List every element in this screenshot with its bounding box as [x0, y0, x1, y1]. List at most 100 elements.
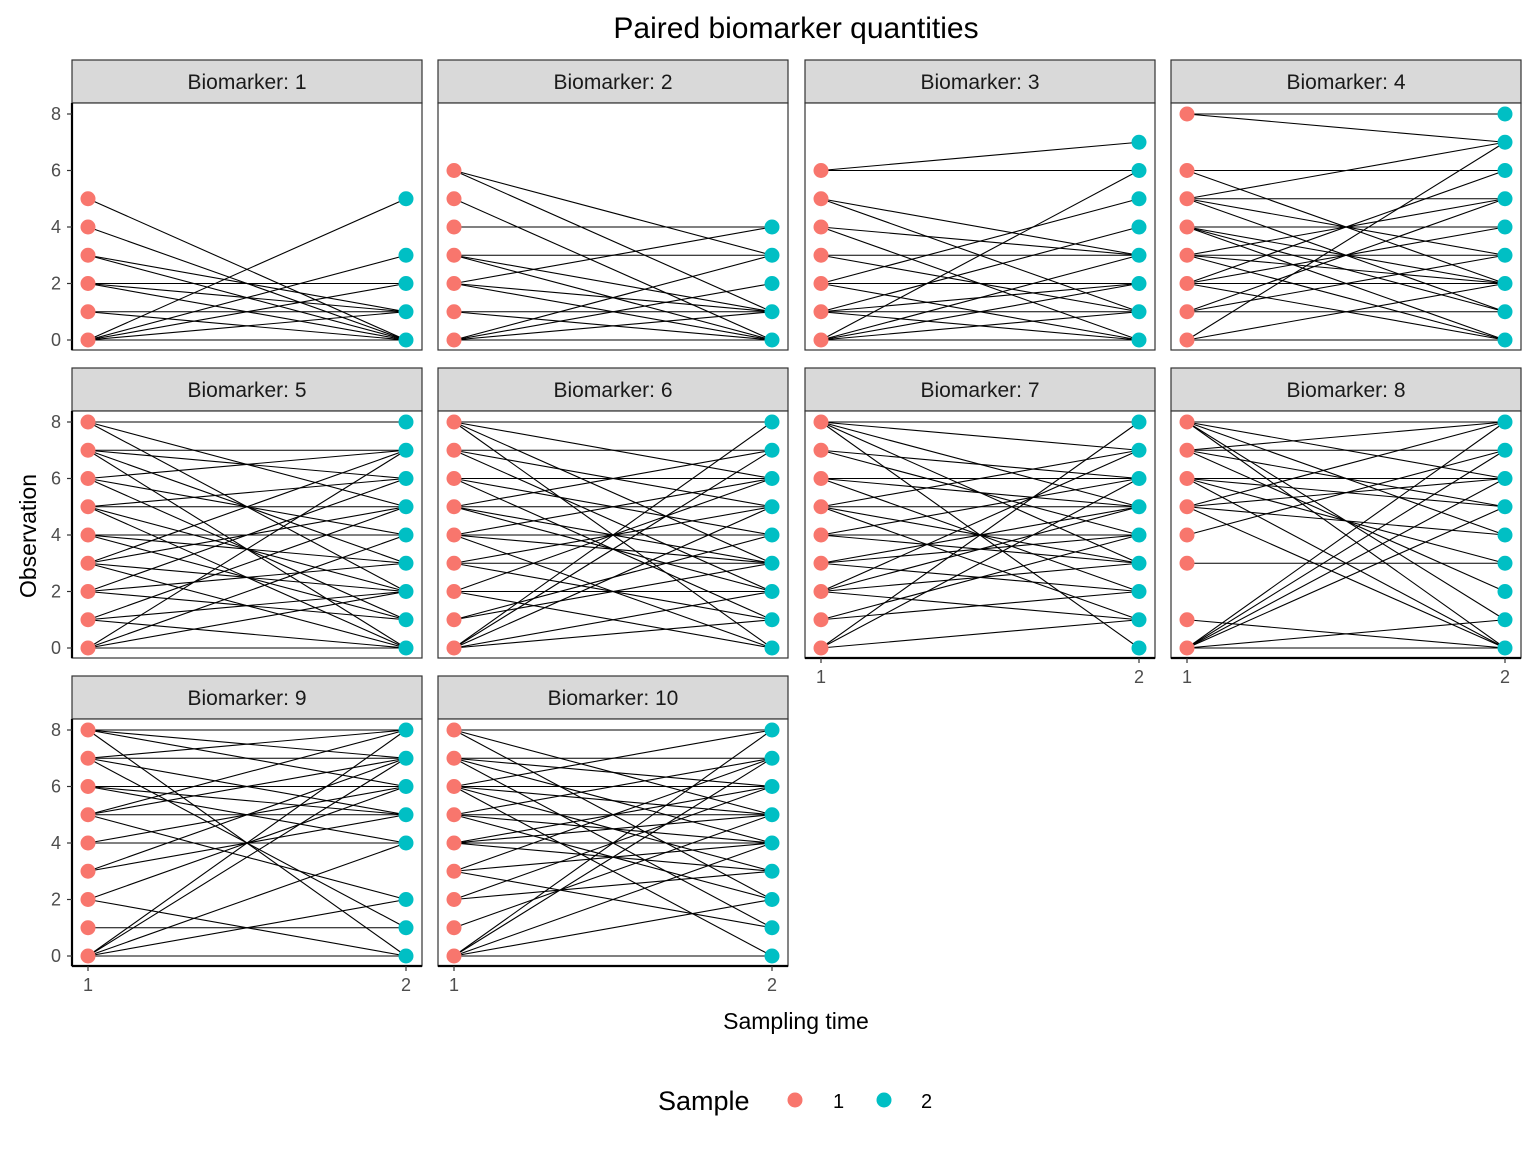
facet-strip	[71, 675, 423, 720]
point-sample-1	[1179, 163, 1195, 178]
pair-line	[1186, 113, 1506, 143]
point-sample-1	[813, 191, 829, 207]
point-sample-2	[398, 555, 414, 571]
pair-line	[87, 757, 407, 872]
point-sample-2	[398, 892, 414, 907]
facet-strip	[437, 675, 789, 720]
pair-line	[87, 729, 407, 957]
pair-line	[453, 898, 773, 957]
point-sample-1	[446, 471, 462, 486]
pair-line	[820, 421, 1140, 649]
point-sample-1	[446, 276, 462, 291]
y-tick-label: 2	[51, 274, 61, 294]
point-sample-2	[398, 442, 414, 458]
y-tick-label: 8	[51, 104, 61, 124]
pair-line	[87, 757, 407, 957]
pair-line	[453, 311, 773, 341]
point-sample-2	[764, 527, 780, 543]
point-sample-2	[1497, 612, 1513, 628]
pair-line	[453, 169, 773, 256]
point-sample-1	[446, 247, 462, 263]
points	[813, 414, 1147, 656]
point-sample-2	[764, 892, 780, 907]
point-sample-1	[1179, 442, 1195, 458]
pair-line	[1186, 254, 1506, 313]
pair-line	[1186, 506, 1506, 649]
point-sample-2	[1497, 106, 1513, 122]
point-sample-1	[80, 304, 96, 320]
point-sample-1	[1179, 527, 1195, 543]
point-sample-2	[764, 276, 780, 291]
facet-strip	[71, 59, 423, 104]
point-sample-2	[398, 612, 414, 628]
point-sample-1	[1179, 612, 1195, 628]
pair-line	[1186, 254, 1506, 341]
point-sample-1	[446, 640, 462, 656]
point-sample-2	[398, 920, 414, 936]
point-sample-2	[1497, 191, 1513, 207]
pair-lines	[820, 141, 1140, 341]
pair-line	[87, 562, 407, 593]
x-tick-label: 1	[83, 975, 93, 995]
point-sample-2	[764, 304, 780, 320]
point-sample-2	[1497, 247, 1513, 263]
point-sample-2	[398, 471, 414, 486]
point-sample-1	[813, 247, 829, 263]
y-tick-label: 2	[51, 890, 61, 910]
x-tick-label: 2	[1134, 667, 1144, 687]
point-sample-1	[80, 584, 96, 599]
point-sample-2	[1497, 276, 1513, 291]
point-sample-1	[1179, 471, 1195, 486]
point-sample-2	[764, 920, 780, 936]
pair-line	[820, 421, 1140, 451]
pair-line	[87, 254, 407, 341]
point-sample-2	[1497, 304, 1513, 320]
x-tick-label: 1	[1182, 667, 1192, 687]
point-sample-1	[446, 219, 462, 235]
pair-lines	[453, 169, 773, 341]
y-tick-label: 2	[51, 582, 61, 602]
point-sample-2	[764, 640, 780, 656]
y-tick-label: 0	[51, 330, 61, 350]
pair-line	[1186, 198, 1506, 313]
point-sample-1	[80, 555, 96, 571]
point-sample-1	[446, 920, 462, 936]
point-sample-2	[398, 332, 414, 348]
pair-line	[820, 534, 1140, 621]
facet-strip-label: Biomarker: 2	[553, 71, 672, 94]
y-tick-label: 4	[51, 833, 61, 853]
point-sample-1	[80, 219, 96, 235]
pair-line	[87, 534, 407, 649]
pair-line	[820, 198, 1140, 256]
point-sample-2	[1131, 527, 1147, 543]
point-sample-2	[1131, 471, 1147, 486]
pair-lines	[87, 421, 407, 649]
point-sample-2	[398, 414, 414, 430]
pair-line	[453, 477, 773, 536]
point-sample-2	[1497, 640, 1513, 656]
point-sample-1	[1179, 332, 1195, 348]
point-sample-2	[764, 414, 780, 430]
pair-lines	[87, 198, 407, 341]
x-tick-label: 1	[816, 667, 826, 687]
point-sample-2	[1497, 134, 1513, 150]
pair-line	[453, 254, 773, 313]
point-sample-1	[813, 414, 829, 430]
point-sample-2	[398, 640, 414, 656]
point-sample-1	[446, 191, 462, 207]
point-sample-1	[813, 276, 829, 291]
pair-line	[1186, 421, 1506, 508]
point-sample-1	[446, 722, 462, 738]
point-sample-1	[1179, 640, 1195, 656]
legend-swatch-sample-2	[876, 1092, 892, 1108]
point-sample-2	[764, 555, 780, 571]
pair-lines	[453, 421, 773, 649]
point-sample-2	[764, 612, 780, 628]
point-sample-1	[813, 527, 829, 543]
point-sample-1	[1179, 191, 1195, 207]
points	[446, 722, 780, 964]
facet-strip-label: Biomarker: 4	[1286, 71, 1405, 94]
pair-line	[453, 814, 773, 929]
point-sample-1	[80, 276, 96, 291]
panel-biomarker-2: Biomarker: 2	[437, 59, 789, 351]
